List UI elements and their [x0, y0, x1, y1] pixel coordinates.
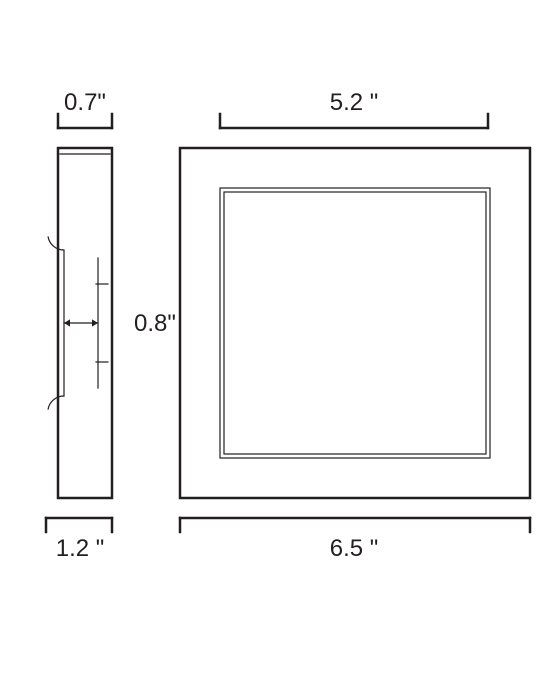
dimension-label: 5.2 " — [330, 89, 379, 116]
dimension: 1.2 " — [46, 518, 112, 562]
dimension-depth: 0.8" — [64, 310, 176, 337]
dimension: 0.7" — [58, 89, 112, 128]
dimension-label: 1.2 " — [56, 535, 105, 562]
front-view — [180, 148, 530, 498]
dimension-label: 6.5 " — [330, 535, 379, 562]
dimension-label: 0.8" — [134, 310, 176, 337]
dimension: 6.5 " — [180, 518, 530, 562]
dimension: 5.2 " — [220, 89, 488, 128]
dimension-label: 0.7" — [64, 89, 106, 116]
dimensions-group: 0.7" 5.2 " 1.2 " 6.5 " 0.8" — [46, 89, 530, 562]
